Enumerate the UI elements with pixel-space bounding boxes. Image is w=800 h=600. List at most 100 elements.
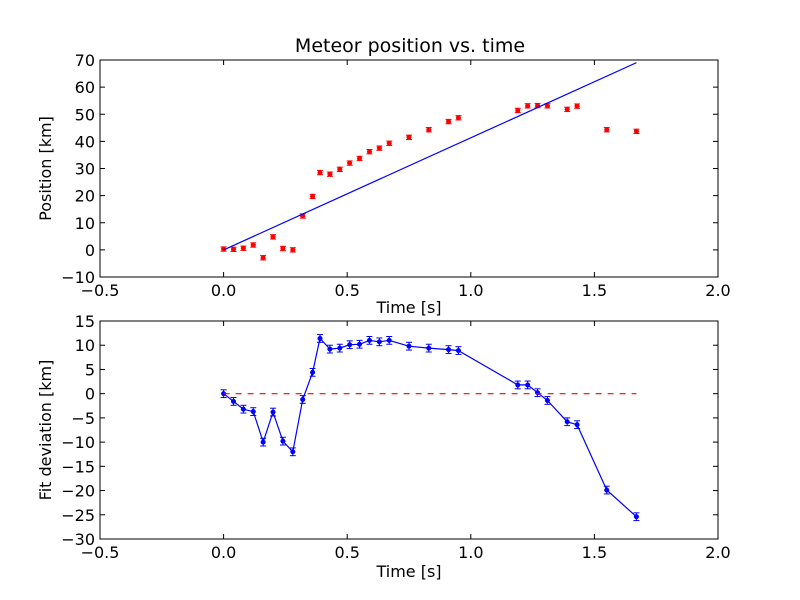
position-data-point <box>386 140 392 146</box>
position-data-point <box>525 103 531 109</box>
deviation-data-point <box>230 398 237 404</box>
position-y-tick-label: 40 <box>75 132 95 151</box>
position-x-tick-label: 1.0 <box>458 281 483 300</box>
deviation-x-tick-label: 0.5 <box>334 543 359 562</box>
position-data-point <box>376 145 382 151</box>
position-y-tick-label: 10 <box>75 214 95 233</box>
deviation-x-tick-label: 1.0 <box>458 543 483 562</box>
deviation-data-point <box>270 409 276 415</box>
deviation-data-point <box>564 419 570 425</box>
deviation-data-point <box>260 439 266 445</box>
position-data-point <box>337 166 343 172</box>
position-plot: Meteor position vs. time −0.5 0.0 0.5 1.0 1.… <box>36 35 731 317</box>
position-data-point <box>250 242 256 248</box>
deviation-data-point <box>455 348 461 354</box>
position-marks <box>220 62 640 261</box>
deviation-data-point <box>250 409 256 415</box>
deviation-data-point <box>317 335 323 341</box>
deviation-ticks: −0.5 0.0 0.5 1.0 1.5 2.0 −30 −25 −20 −15 −10 −5 0 5 10… <box>61 312 730 562</box>
deviation-data-point <box>534 390 541 396</box>
position-data-point <box>290 247 296 253</box>
position-y-axis-label: Position [km] <box>36 116 55 221</box>
deviation-data-point <box>337 345 343 351</box>
deviation-x-tick-label: −0.5 <box>81 543 120 562</box>
deviation-data-point <box>446 347 452 353</box>
position-y-tick-label: 30 <box>75 160 95 179</box>
deviation-y-tick-label: 10 <box>75 336 95 355</box>
deviation-data-point <box>525 382 531 388</box>
deviation-data-point <box>515 382 521 388</box>
position-data-point <box>270 234 276 240</box>
position-y-tick-label: 20 <box>75 187 95 206</box>
position-data-point <box>455 115 461 121</box>
deviation-x-tick-label: 2.0 <box>705 543 730 562</box>
position-x-tick-label: −0.5 <box>81 281 120 300</box>
deviation-data-point <box>366 337 372 343</box>
position-data-point <box>317 170 323 176</box>
deviation-data-point <box>544 397 550 403</box>
deviation-data-point <box>604 487 610 493</box>
deviation-data-point <box>376 339 382 345</box>
position-x-axis-label: Time [s] <box>375 298 441 317</box>
position-data-point <box>240 245 246 251</box>
deviation-y-axis-label: Fit deviation [km] <box>36 360 55 501</box>
position-y-tick-label: −10 <box>61 268 95 287</box>
deviation-x-tick-label: 0.0 <box>211 543 236 562</box>
deviation-data-point <box>327 346 333 352</box>
position-series-line <box>223 62 637 251</box>
position-data-point <box>604 127 610 133</box>
position-y-tick-label: 0 <box>85 241 95 260</box>
position-y-tick-label: 60 <box>75 78 95 97</box>
deviation-x-tick-label: 1.5 <box>582 543 607 562</box>
deviation-y-tick-label: 5 <box>85 360 95 379</box>
deviation-x-axis-label: Time [s] <box>375 562 441 581</box>
deviation-data-point <box>280 438 286 444</box>
deviation-data-point <box>290 449 296 455</box>
position-data-point <box>406 134 412 140</box>
deviation-data-point <box>357 341 363 347</box>
position-data-point <box>260 255 266 261</box>
deviation-data-point <box>406 343 412 349</box>
deviation-data-point <box>300 396 306 403</box>
deviation-marks <box>220 334 640 522</box>
position-data-point <box>347 160 353 166</box>
deviation-y-tick-label: −5 <box>71 409 95 428</box>
position-data-point <box>426 127 432 133</box>
deviation-y-tick-label: −15 <box>61 457 95 476</box>
deviation-y-tick-label: −25 <box>61 506 95 525</box>
position-data-point <box>327 171 333 177</box>
deviation-data-point <box>386 337 392 343</box>
position-ticks: −0.5 0.0 0.5 1.0 1.5 2.0 −10 0 10 20 30 40 50 60 70 <box>61 51 730 300</box>
chart-title: Meteor position vs. time <box>295 35 525 57</box>
deviation-y-tick-label: 15 <box>75 312 95 331</box>
position-x-tick-label: 1.5 <box>582 281 607 300</box>
position-data-point <box>357 155 363 162</box>
position-x-tick-label: 0.0 <box>211 281 236 300</box>
position-data-point <box>515 107 521 114</box>
deviation-y-tick-label: −20 <box>61 482 95 501</box>
position-axes-frame <box>99 59 719 278</box>
deviation-data-point <box>347 342 353 348</box>
position-data-point <box>310 193 316 199</box>
deviation-y-tick-label: 0 <box>85 385 95 404</box>
position-x-tick-label: 2.0 <box>705 281 730 300</box>
position-data-point <box>574 103 580 109</box>
deviation-y-tick-label: −10 <box>61 433 95 452</box>
position-data-point <box>366 149 372 155</box>
position-y-tick-label: 50 <box>75 105 95 124</box>
position-data-point <box>230 246 237 252</box>
position-data-point <box>633 128 639 134</box>
position-data-point <box>564 106 570 112</box>
position-data-point <box>280 245 286 252</box>
position-data-point <box>446 119 452 125</box>
deviation-plot: −0.5 0.0 0.5 1.0 1.5 2.0 −30 −25 −20 −15 −10 −5 0 5 10… <box>36 312 731 581</box>
position-y-tick-label: 70 <box>75 51 95 70</box>
deviation-data-point <box>240 406 246 412</box>
deviation-axes-frame <box>99 320 719 540</box>
deviation-data-point <box>574 422 580 428</box>
deviation-data-point <box>426 345 432 351</box>
deviation-data-point <box>310 369 316 375</box>
deviation-y-tick-label: −30 <box>61 530 95 549</box>
